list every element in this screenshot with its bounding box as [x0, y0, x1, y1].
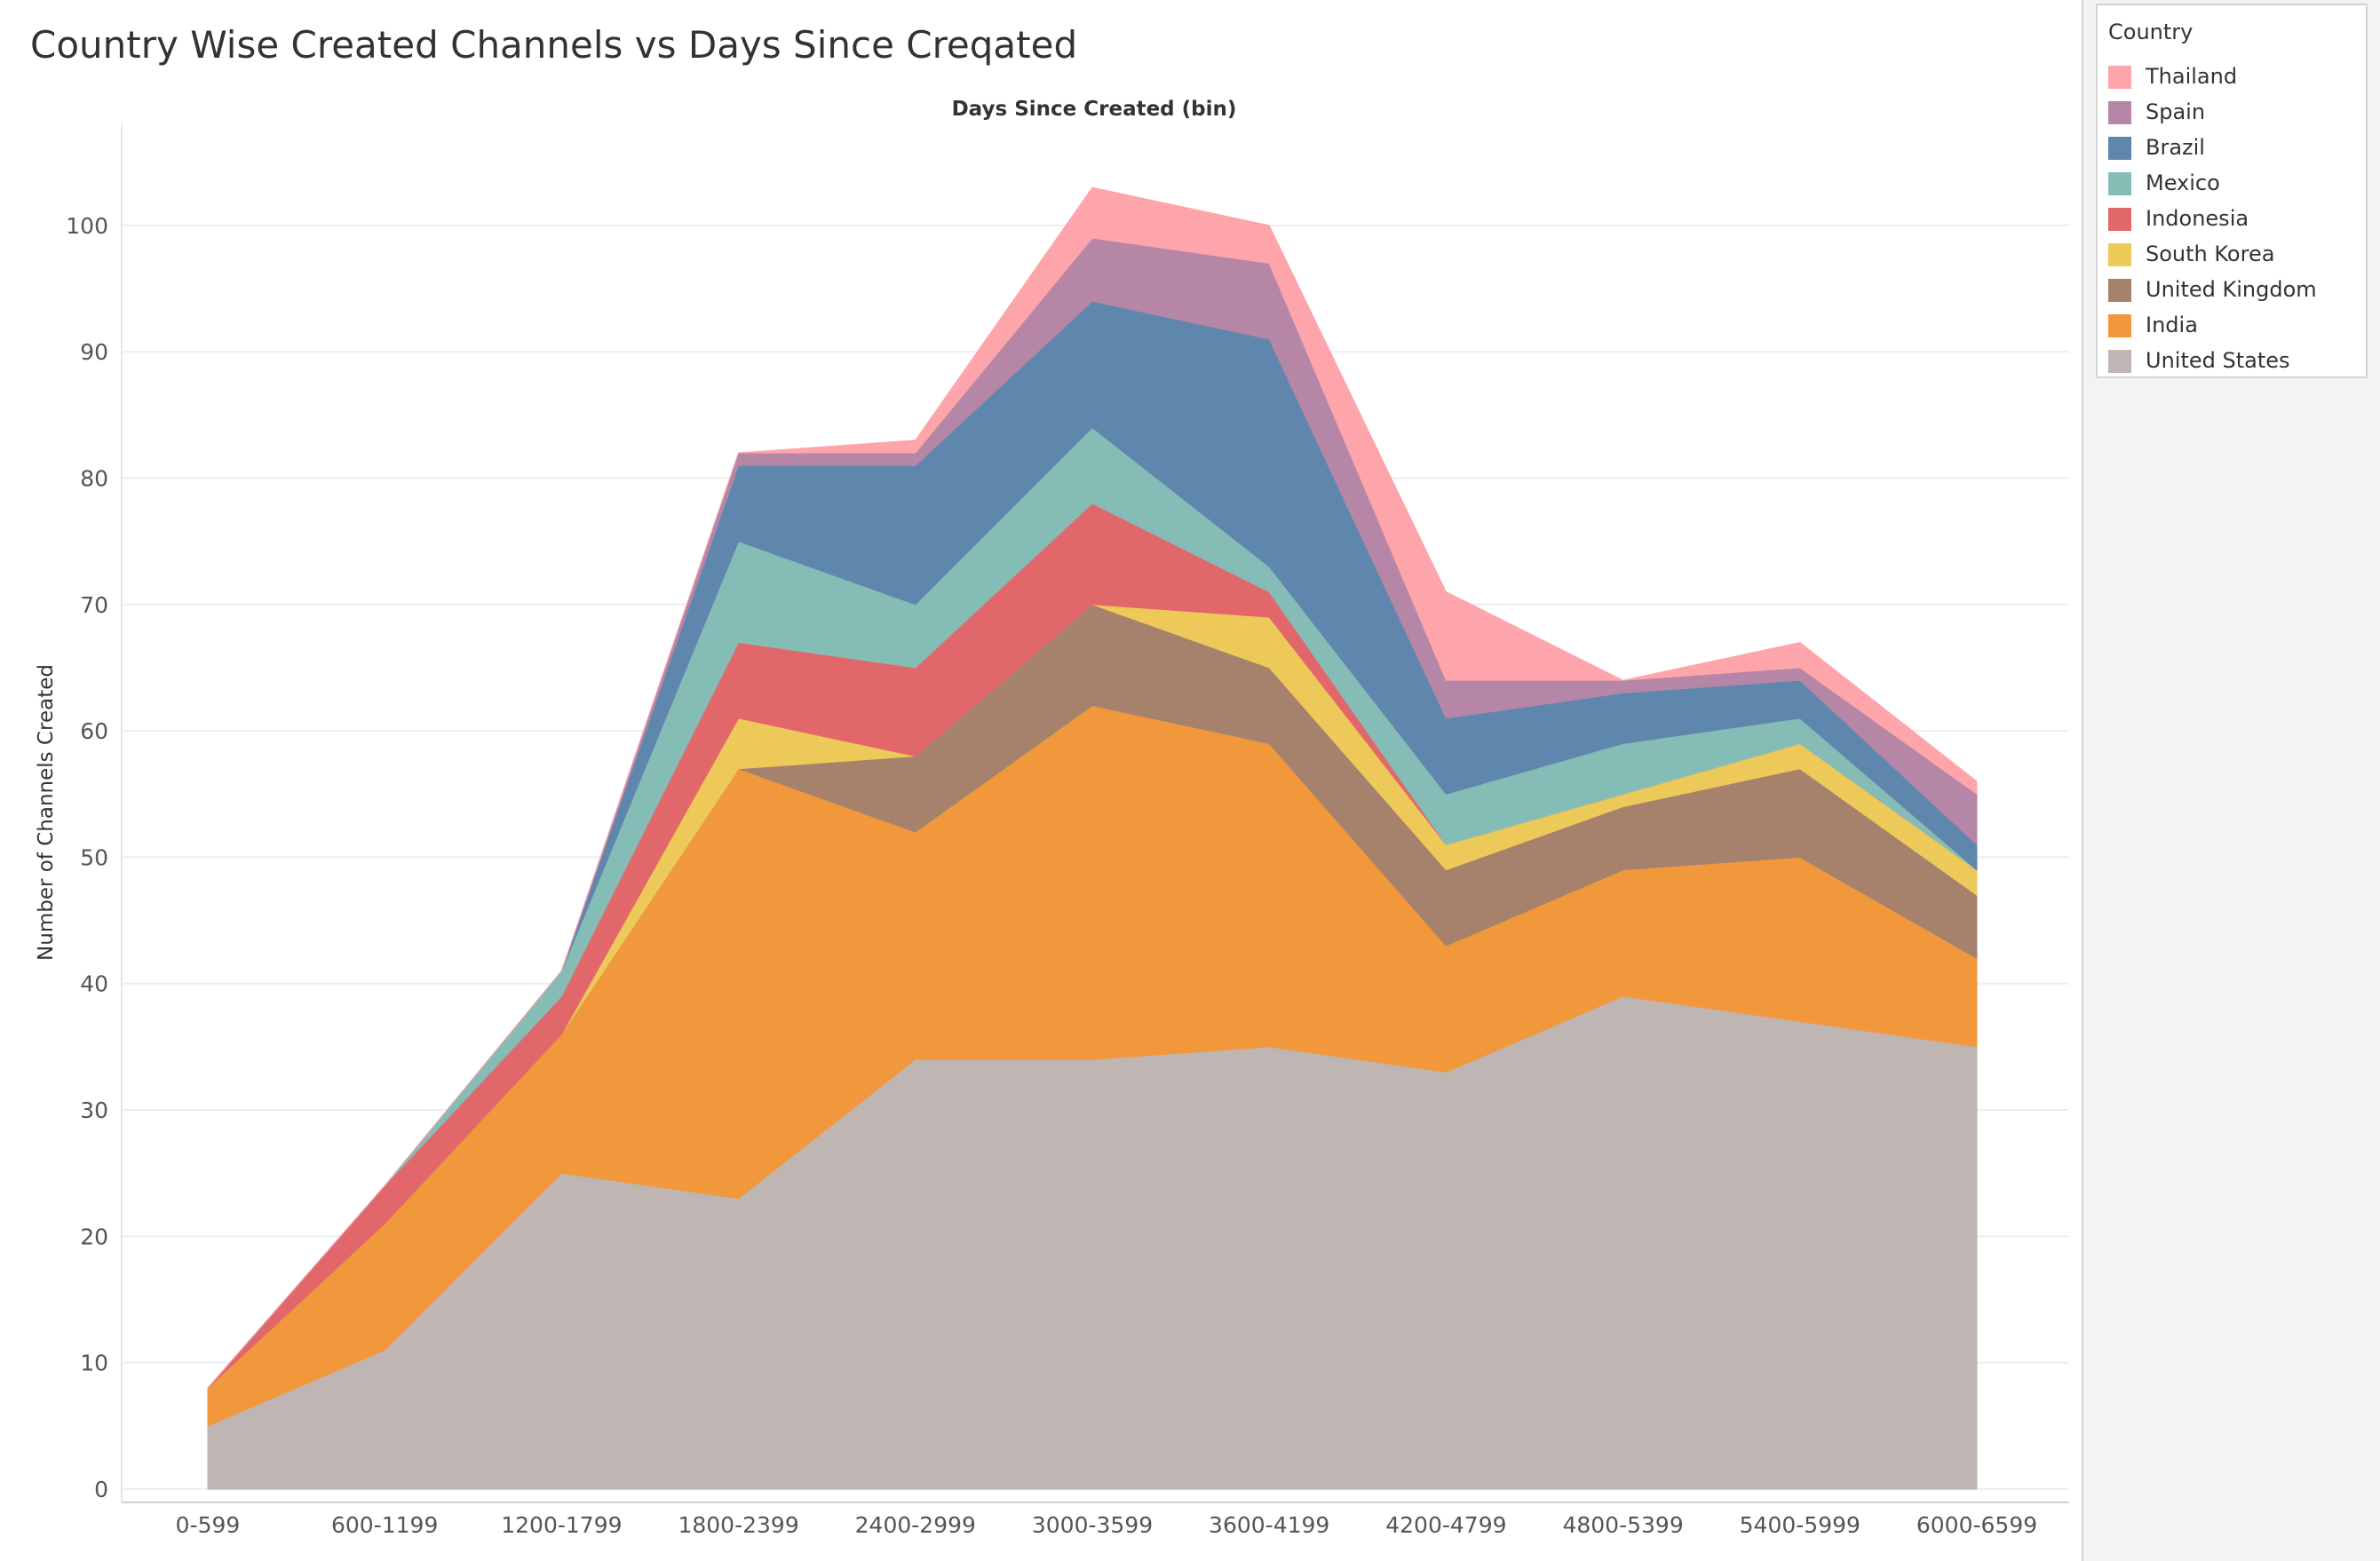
x-tick-label: 600-1199 — [331, 1512, 438, 1538]
y-axis-title: Number of Channels Created — [35, 664, 58, 961]
legend-swatch — [2108, 350, 2131, 373]
legend-swatch — [2108, 101, 2131, 124]
legend-item-united-kingdom[interactable]: United Kingdom — [2103, 273, 2366, 305]
legend-label: Spain — [2146, 99, 2206, 124]
legend-swatch — [2108, 279, 2131, 302]
legend: Country Thailand Spain Brazil Mexico Indones… — [2096, 4, 2368, 378]
legend-label: Mexico — [2146, 170, 2220, 195]
x-tick-label: 4200-4799 — [1385, 1512, 1506, 1538]
legend-item-spain[interactable]: Spain — [2103, 96, 2366, 128]
legend-item-india[interactable]: India — [2103, 309, 2366, 341]
y-tick-label: 20 — [80, 1224, 108, 1249]
x-tick-label: 2400-2999 — [855, 1512, 976, 1538]
y-tick-label: 70 — [80, 592, 108, 618]
legend-label: South Korea — [2146, 242, 2275, 266]
x-tick-label: 1200-1799 — [501, 1512, 622, 1538]
legend-label: Brazil — [2146, 135, 2205, 160]
x-tick-label: 0-599 — [176, 1512, 241, 1538]
y-tick-label: 10 — [80, 1351, 108, 1376]
y-tick-label: 40 — [80, 971, 108, 997]
legend-swatch — [2108, 172, 2131, 195]
x-tick-label: 5400-5999 — [1740, 1512, 1860, 1538]
legend-item-mexico[interactable]: Mexico — [2103, 167, 2366, 199]
legend-swatch — [2108, 137, 2131, 160]
legend-label: United Kingdom — [2146, 277, 2317, 302]
legend-item-brazil[interactable]: Brazil — [2103, 131, 2366, 163]
legend-item-thailand[interactable]: Thailand — [2103, 60, 2366, 92]
legend-item-indonesia[interactable]: Indonesia — [2103, 202, 2366, 234]
y-tick-label: 90 — [80, 339, 108, 365]
x-tick-label: 3000-3599 — [1032, 1512, 1153, 1538]
y-tick-label: 0 — [94, 1477, 108, 1502]
chart-title: Country Wise Created Channels vs Days Si… — [30, 23, 1078, 67]
legend-title: Country — [2108, 20, 2194, 44]
area-series-thailand — [207, 186, 1978, 1389]
legend-label: United States — [2146, 348, 2290, 373]
y-tick-label: 60 — [80, 718, 108, 744]
area-chart: 0 10 20 30 40 50 60 70 80 90 100 0-599 600-1199 1200-… — [35, 98, 2069, 1538]
legend-swatch — [2108, 208, 2131, 231]
x-tick-label: 6000-6599 — [1916, 1512, 2037, 1538]
x-tick-label: 1800-2399 — [678, 1512, 798, 1538]
y-tick-label: 100 — [66, 213, 108, 239]
x-tick-label: 3600-4199 — [1209, 1512, 1329, 1538]
y-tick-label: 80 — [80, 465, 108, 491]
legend-swatch — [2108, 314, 2131, 337]
chart-panel: Country Wise Created Channels vs Days Si… — [0, 0, 2083, 1561]
legend-item-south-korea[interactable]: South Korea — [2103, 238, 2366, 270]
legend-label: Indonesia — [2146, 206, 2249, 231]
y-tick-label: 30 — [80, 1097, 108, 1123]
legend-label: India — [2146, 313, 2198, 337]
legend-swatch — [2108, 66, 2131, 89]
x-axis-title: Days Since Created (bin) — [952, 98, 1237, 121]
legend-label: Thailand — [2146, 64, 2238, 89]
y-tick-label: 50 — [80, 844, 108, 870]
legend-swatch — [2108, 243, 2131, 266]
legend-item-united-states[interactable]: United States — [2103, 345, 2366, 376]
x-tick-label: 4800-5399 — [1562, 1512, 1683, 1538]
